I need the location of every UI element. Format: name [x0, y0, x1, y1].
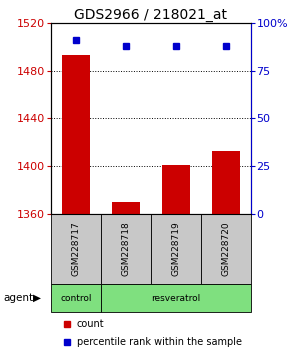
Text: ▶: ▶ — [33, 293, 41, 303]
Text: resveratrol: resveratrol — [151, 293, 200, 303]
Bar — [51, 284, 101, 312]
Text: count: count — [77, 319, 104, 329]
Title: GDS2966 / 218021_at: GDS2966 / 218021_at — [74, 8, 227, 22]
Bar — [201, 214, 251, 284]
Text: GSM228719: GSM228719 — [171, 222, 180, 276]
Text: GSM228720: GSM228720 — [221, 222, 230, 276]
Text: GSM228718: GSM228718 — [121, 222, 130, 276]
Bar — [162, 165, 190, 214]
Bar — [101, 214, 151, 284]
Bar — [212, 150, 240, 214]
Bar — [101, 284, 251, 312]
Bar — [112, 202, 139, 214]
Bar — [51, 214, 101, 284]
Text: control: control — [60, 293, 92, 303]
Bar — [151, 214, 201, 284]
Text: GSM228717: GSM228717 — [71, 222, 80, 276]
Bar — [62, 55, 90, 214]
Text: percentile rank within the sample: percentile rank within the sample — [77, 337, 242, 347]
Text: agent: agent — [3, 293, 33, 303]
